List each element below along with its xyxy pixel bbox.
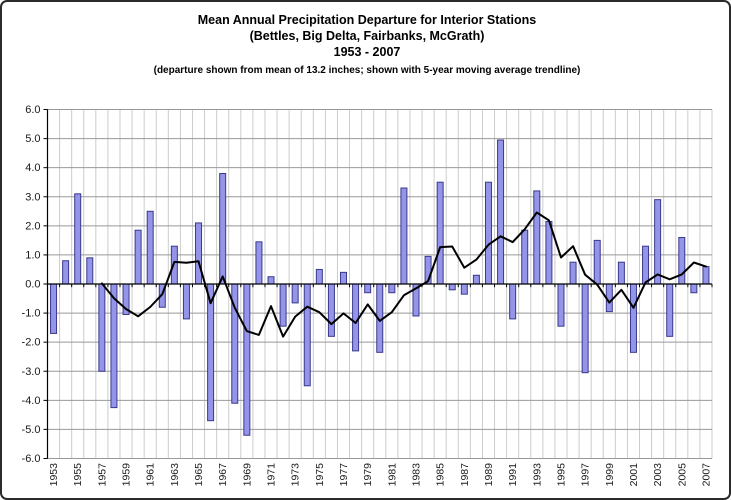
chart-title-block: Mean Annual Precipitation Departure for … [17, 12, 717, 80]
bar-1976 [327, 283, 335, 337]
bar-1956 [86, 257, 94, 285]
x-axis-label: 1967 [217, 463, 229, 487]
x-axis-label: 1989 [483, 463, 495, 487]
bar-1986 [448, 283, 456, 291]
bar-1964 [182, 283, 190, 320]
bar-1971 [267, 276, 275, 285]
bar-1973 [291, 283, 299, 304]
x-axis-label: 1979 [362, 463, 374, 487]
bar-1989 [484, 181, 492, 285]
y-axis-label: 5.0 [25, 133, 40, 145]
bar-1978 [352, 283, 360, 352]
x-axis-label: 1971 [266, 463, 278, 487]
x-axis-label: 1963 [169, 463, 181, 487]
y-axis-label: -1.0 [22, 308, 41, 320]
bar-2002 [642, 245, 650, 285]
bar-1996 [569, 261, 577, 285]
bar-2000 [617, 261, 625, 285]
x-axis-label: 2003 [652, 463, 664, 487]
x-axis-label: 1981 [386, 463, 398, 487]
bar-1966 [207, 283, 215, 422]
y-axis-label: -5.0 [22, 424, 41, 436]
x-axis-label: 1991 [507, 463, 519, 487]
bar-1979 [364, 283, 372, 294]
y-axis-label: -3.0 [22, 366, 41, 378]
bar-2003 [654, 199, 662, 285]
y-axis-label: 2.0 [25, 220, 40, 232]
chart-subtitle: (departure shown from mean of 13.2 inche… [153, 65, 581, 76]
x-axis-label: 1959 [121, 463, 133, 487]
bar-1987 [460, 283, 468, 295]
x-axis-label: 2005 [676, 463, 688, 487]
bar-1969 [243, 283, 251, 436]
bar-1954 [62, 260, 70, 285]
bar-2001 [629, 283, 637, 353]
bar-1982 [400, 187, 408, 285]
bar-1972 [279, 283, 287, 327]
x-axis-label: 2007 [700, 463, 712, 487]
x-axis-label: 1983 [410, 463, 422, 487]
bar-1967 [219, 172, 227, 285]
x-axis-label: 1955 [72, 463, 84, 487]
y-axis-label: 6.0 [25, 104, 40, 116]
x-axis-label: 1993 [531, 463, 543, 487]
x-axis-label: 1985 [435, 463, 447, 487]
y-axis-label: 1.0 [25, 249, 40, 261]
bar-1992 [521, 229, 529, 285]
bar-1981 [388, 283, 396, 294]
y-axis-label: -2.0 [22, 337, 41, 349]
x-axis-label: 1957 [96, 463, 108, 487]
x-axis-label: 2001 [628, 463, 640, 487]
bar-1975 [315, 268, 323, 285]
x-axis-label: 1953 [48, 463, 60, 487]
y-axis-label: 3.0 [25, 191, 40, 203]
x-axis-label: 1973 [290, 463, 302, 487]
bar-2004 [666, 283, 674, 337]
bar-1953 [50, 283, 58, 334]
x-axis-label: 1975 [314, 463, 326, 487]
y-axis-label: 0.0 [25, 279, 40, 291]
bar-2007 [702, 266, 710, 285]
bar-2006 [690, 283, 698, 294]
chart-title-line1: Mean Annual Precipitation Departure for … [197, 13, 537, 27]
x-axis-label: 1969 [241, 463, 253, 487]
chart-title-line2: (Bettles, Big Delta, Fairbanks, McGrath) [249, 29, 485, 43]
chart-title-line3: 1953 - 2007 [333, 45, 401, 59]
x-axis-label: 1997 [580, 463, 592, 487]
bar-1970 [255, 241, 263, 285]
bar-1995 [557, 283, 565, 327]
y-axis-label: -4.0 [22, 395, 41, 407]
bar-1960 [134, 229, 142, 285]
bar-1988 [472, 274, 480, 285]
bar-1965 [195, 222, 203, 285]
bar-1991 [509, 283, 517, 320]
bar-1957 [98, 283, 106, 372]
bar-1998 [593, 239, 601, 285]
y-axis-label: 4.0 [25, 162, 40, 174]
bar-1985 [436, 181, 444, 285]
bar-1993 [533, 190, 541, 285]
bar-1990 [497, 139, 505, 285]
bar-1961 [146, 210, 154, 285]
bar-1974 [303, 283, 311, 387]
x-axis-label: 1999 [604, 463, 616, 487]
bar-2005 [678, 236, 686, 285]
bar-1994 [545, 220, 553, 285]
y-axis-label: -6.0 [22, 453, 41, 465]
x-axis-label: 1987 [459, 463, 471, 487]
x-axis-label: 1961 [145, 463, 157, 487]
bar-1997 [581, 283, 589, 374]
x-axis-label: 1965 [193, 463, 205, 487]
bar-1977 [340, 271, 348, 285]
x-axis-label: 1977 [338, 463, 350, 487]
bar-1955 [74, 193, 82, 285]
moving-average-trendline [100, 211, 707, 338]
x-axis-label: 1995 [555, 463, 567, 487]
bar-1958 [110, 283, 118, 409]
